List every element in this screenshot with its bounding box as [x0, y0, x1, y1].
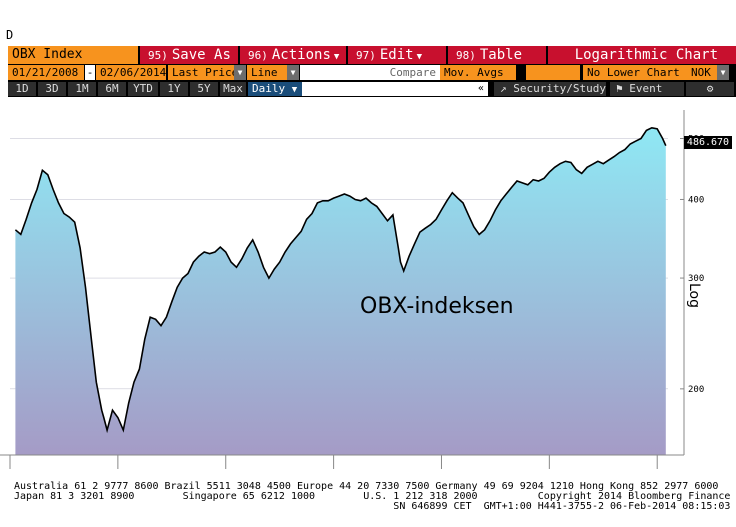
gear-icon[interactable]: ⚙ — [686, 82, 734, 96]
date-separator: - — [85, 65, 95, 80]
price-area — [15, 127, 666, 456]
actions-menu-button[interactable]: 96) Actions ▼ — [240, 46, 346, 64]
event-button[interactable]: ⚑ Event — [610, 82, 684, 96]
mov-avgs-button[interactable]: Mov. Avgs — [440, 65, 516, 80]
price-chart: 200300400500 200820092010201120122013201… — [0, 110, 704, 469]
controls-gap — [516, 65, 524, 80]
price-line — [14, 126, 667, 434]
currency-select[interactable]: NOK — [687, 65, 717, 80]
footer: Australia 61 2 9777 8600 Brazil 5511 304… — [14, 482, 736, 512]
chevron-down-icon: ▼ — [333, 52, 340, 62]
line-chart-icon: ↗ — [500, 82, 507, 95]
period-1d[interactable]: 1D — [8, 82, 36, 96]
edit-label: Edit — [379, 47, 414, 63]
actions-number: 96) — [248, 49, 268, 62]
period-max[interactable]: Max — [220, 82, 246, 96]
end-date-field[interactable]: 02/06/2014 — [96, 65, 166, 80]
footer-line-3: SN 646899 CET GMT+1:00 H441-3755-2 06-Fe… — [14, 501, 731, 512]
chart-type-label: Logarithmic Chart — [548, 46, 736, 64]
save-as-label: Save As — [171, 47, 231, 63]
flag-icon: ⚑ — [616, 82, 623, 95]
save-as-number: 95) — [148, 49, 168, 62]
frequency-select[interactable]: Daily ▼ — [248, 82, 302, 96]
edit-menu-button[interactable]: 97) Edit ▼ — [348, 46, 446, 64]
chevron-down-icon[interactable]: ▼ — [717, 65, 729, 80]
chevron-down-icon: ▼ — [416, 52, 423, 62]
lower-chart-select[interactable]: No Lower Chart — [583, 65, 703, 80]
period-3d[interactable]: 3D — [38, 82, 66, 96]
period-1y[interactable]: 1Y — [160, 82, 188, 96]
start-date-field[interactable]: 01/21/2008 — [8, 65, 84, 80]
y-tick-label: 400 — [688, 195, 704, 205]
footer-line-1: Australia 61 2 9777 8600 Brazil 5511 304… — [14, 481, 719, 492]
compare-field[interactable]: Compare — [300, 65, 440, 80]
y-axis-label: Log — [686, 283, 702, 309]
price-field-select[interactable]: Last Price — [168, 65, 238, 80]
compare-label: Compare — [389, 66, 436, 79]
period-ytd[interactable]: YTD — [128, 82, 158, 96]
period-6m[interactable]: 6M — [98, 82, 126, 96]
caret-down-icon: ▼ — [291, 85, 298, 95]
chart-annotation: OBX-indeksen — [360, 294, 514, 319]
corner-label: D — [6, 28, 14, 42]
security-study-button[interactable]: ↗ Security/Study — [494, 82, 606, 96]
table-label: Table — [479, 47, 523, 63]
table-button[interactable]: 98) Table — [448, 46, 546, 64]
period-1m[interactable]: 1M — [68, 82, 96, 96]
table-number: 98) — [456, 49, 476, 62]
blank-orange-field[interactable] — [526, 65, 580, 80]
x-ticks: 2008200920102011201220132014 — [9, 455, 658, 469]
line-style-select[interactable]: Line — [247, 65, 287, 80]
footer-line-2: Japan 81 3 3201 8900 Singapore 65 6212 1… — [14, 491, 736, 502]
y-tick-label: 200 — [688, 385, 704, 395]
edit-number: 97) — [356, 49, 376, 62]
y-tick-label: 300 — [688, 274, 704, 284]
chevron-down-icon[interactable]: ▼ — [234, 65, 246, 80]
actions-label: Actions — [271, 47, 331, 63]
save-as-button[interactable]: 95) Save As — [140, 46, 238, 64]
security-study-label: Security/Study — [513, 82, 606, 95]
chevron-down-icon[interactable]: ▼ — [287, 65, 299, 80]
frequency-label: Daily — [252, 82, 286, 95]
event-label: Event — [629, 82, 663, 95]
period-5y[interactable]: 5Y — [190, 82, 218, 96]
collapse-icon[interactable]: « — [478, 83, 485, 94]
ticker-field[interactable]: OBX Index — [8, 46, 138, 64]
period-input[interactable] — [302, 82, 488, 96]
last-price-badge: 486.670 — [684, 136, 732, 149]
